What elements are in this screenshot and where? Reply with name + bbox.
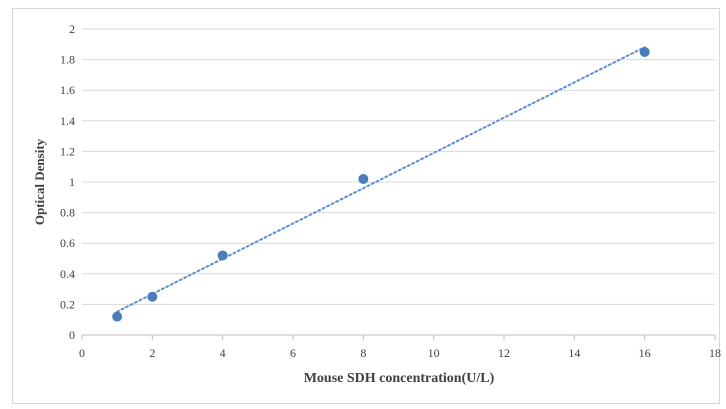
gridlines (82, 28, 715, 305)
y-tick-label: 0.4 (60, 267, 75, 281)
y-tick-label: 0.8 (60, 206, 75, 220)
data-point (358, 173, 369, 184)
y-tick-label: 1.8 (60, 53, 75, 67)
y-tick-label: 2 (69, 22, 75, 36)
x-tick-label: 6 (290, 346, 296, 360)
x-tick-label: 4 (220, 346, 226, 360)
y-tick-labels: 0 0.2 0.4 0.6 0.8 1 1.2 1.4 1.6 1.8 2 (60, 22, 75, 342)
data-points (112, 46, 650, 322)
y-tick-label: 0.2 (60, 297, 75, 311)
y-tick-label: 1.2 (60, 144, 75, 158)
y-tick-label: 1 (69, 175, 75, 189)
x-axis-title: Mouse SDH concentration(U/L) (304, 371, 495, 386)
data-point (217, 250, 228, 261)
x-tick-label: 14 (568, 346, 580, 360)
x-tick-label: 10 (428, 346, 440, 360)
x-tick-label: 12 (498, 346, 510, 360)
x-tick-label: 16 (639, 346, 651, 360)
x-tick-label: 2 (149, 346, 155, 360)
x-tick-labels: 0 2 4 6 8 10 12 14 16 18 (79, 346, 721, 360)
data-point (147, 291, 158, 302)
y-axis-title: Optical Density (32, 138, 47, 225)
y-tick-label: 0 (69, 328, 75, 342)
y-tick-label: 1.4 (60, 114, 75, 128)
trendline (116, 46, 646, 313)
x-tick-label: 8 (360, 346, 366, 360)
data-point (639, 46, 650, 57)
chart-area (12, 8, 720, 404)
data-point (112, 311, 123, 322)
trendline-layer (116, 46, 646, 313)
y-tick-label: 0.6 (60, 236, 75, 250)
x-tick-label: 0 (79, 346, 85, 360)
y-tick-label: 1.6 (60, 83, 75, 97)
axes (81, 334, 716, 340)
x-tick-label: 18 (709, 346, 721, 360)
